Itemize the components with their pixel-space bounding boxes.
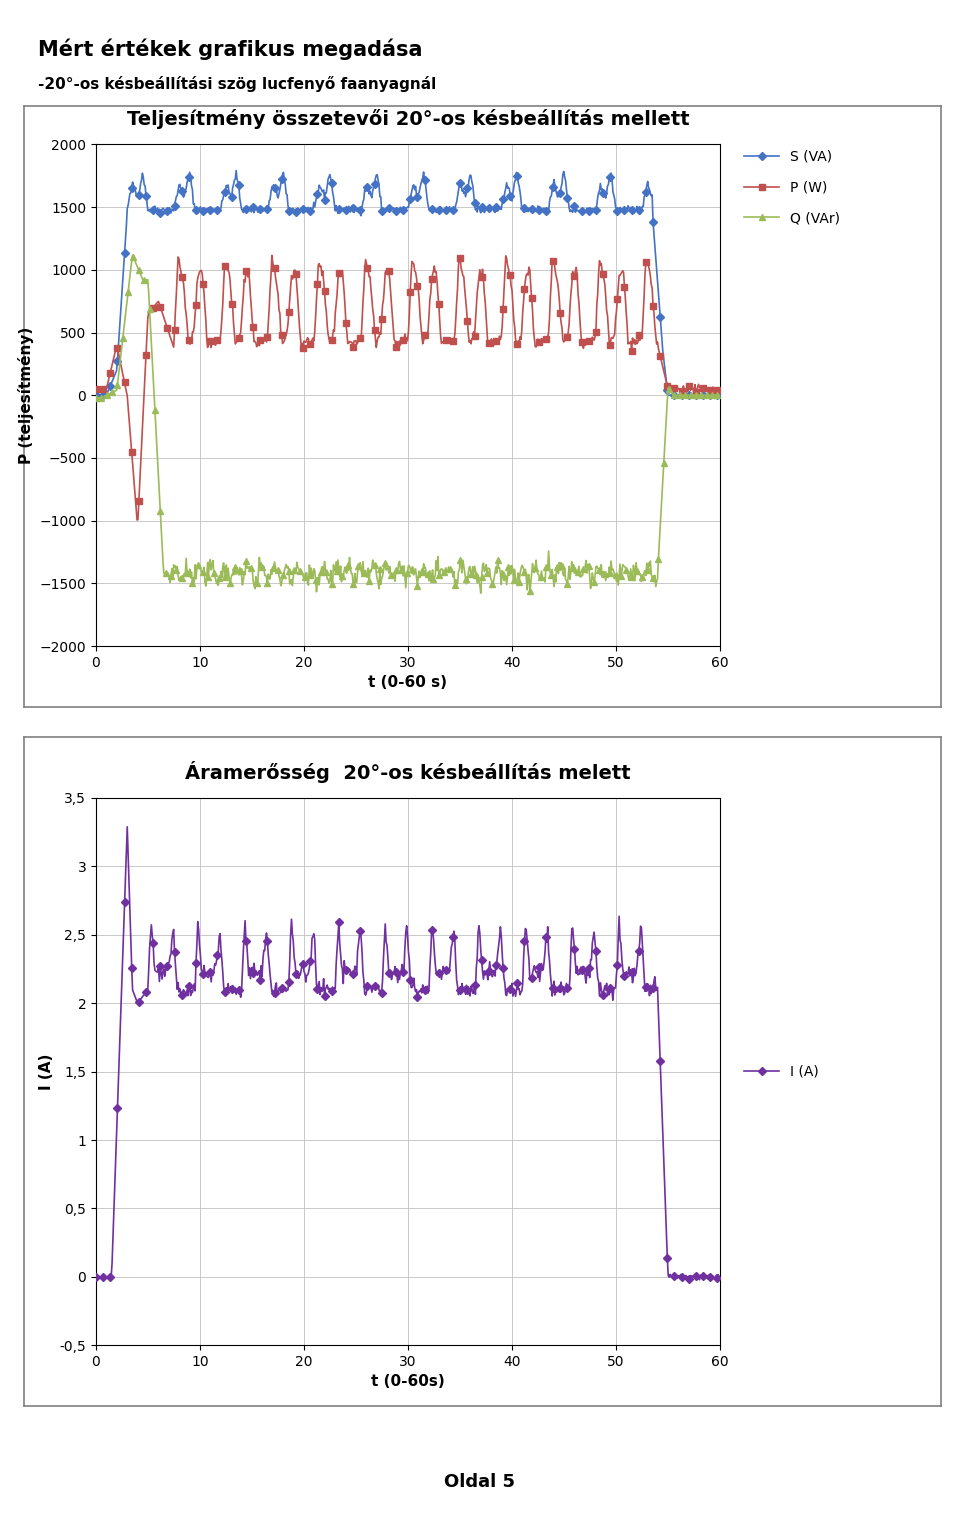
S (VA) xyxy=(654,296,665,315)
I (A) xyxy=(288,948,300,967)
Q (VAr) xyxy=(502,568,514,587)
Line: P (W): P (W) xyxy=(93,252,723,523)
I (A) xyxy=(577,964,588,982)
S (VA) xyxy=(577,201,588,219)
Q (VAr) xyxy=(244,558,255,576)
X-axis label: t (0-60 s): t (0-60 s) xyxy=(369,675,447,690)
P (W) xyxy=(90,380,102,398)
Line: S (VA): S (VA) xyxy=(93,167,723,398)
Line: I (A): I (A) xyxy=(93,824,723,1283)
Q (VAr) xyxy=(288,561,300,579)
Text: Mért értékek grafikus megadása: Mért értékek grafikus megadása xyxy=(38,38,423,59)
S (VA) xyxy=(230,161,242,179)
Title: Áramerősség  20°-os késbeállítás melett: Áramerősség 20°-os késbeállítás melett xyxy=(185,760,631,783)
Q (VAr) xyxy=(127,246,138,264)
Y-axis label: P (teljesítmény): P (teljesítmény) xyxy=(18,327,34,464)
Title: Teljesítmény összetevői 20°-os késbeállítás mellett: Teljesítmény összetevői 20°-os késbeállí… xyxy=(127,109,689,129)
P (W) xyxy=(132,511,143,529)
S (VA) xyxy=(90,386,102,404)
P (W) xyxy=(244,271,255,289)
I (A) xyxy=(267,982,278,1000)
P (W) xyxy=(714,382,726,400)
I (A) xyxy=(694,1271,706,1289)
Text: Oldal 5: Oldal 5 xyxy=(444,1473,516,1491)
S (VA) xyxy=(714,386,726,404)
S (VA) xyxy=(267,178,278,196)
Q (VAr) xyxy=(655,518,666,537)
Legend: S (VA), P (W), Q (VAr): S (VA), P (W), Q (VAr) xyxy=(739,144,846,231)
I (A) xyxy=(122,818,133,836)
P (W) xyxy=(289,261,300,280)
Line: Q (VAr): Q (VAr) xyxy=(93,252,723,596)
Text: -20°-os késbeállítási szög lucfenyő faanyagnál: -20°-os késbeállítási szög lucfenyő faan… xyxy=(38,76,437,93)
Q (VAr) xyxy=(90,389,102,407)
Legend: I (A): I (A) xyxy=(739,1059,825,1084)
P (W) xyxy=(268,258,279,277)
I (A) xyxy=(654,1028,665,1046)
P (W) xyxy=(655,347,666,365)
Q (VAr) xyxy=(267,559,278,578)
Q (VAr) xyxy=(475,584,487,602)
P (W) xyxy=(578,339,589,357)
P (W) xyxy=(266,246,277,264)
I (A) xyxy=(244,959,255,977)
Q (VAr) xyxy=(714,386,726,404)
I (A) xyxy=(501,986,513,1005)
Y-axis label: I (A): I (A) xyxy=(39,1053,54,1090)
P (W) xyxy=(502,257,514,275)
S (VA) xyxy=(244,201,255,219)
Q (VAr) xyxy=(578,561,589,579)
S (VA) xyxy=(501,173,513,192)
I (A) xyxy=(714,1271,726,1289)
X-axis label: t (0-60s): t (0-60s) xyxy=(372,1374,444,1389)
I (A) xyxy=(90,1268,102,1286)
S (VA) xyxy=(288,201,300,219)
